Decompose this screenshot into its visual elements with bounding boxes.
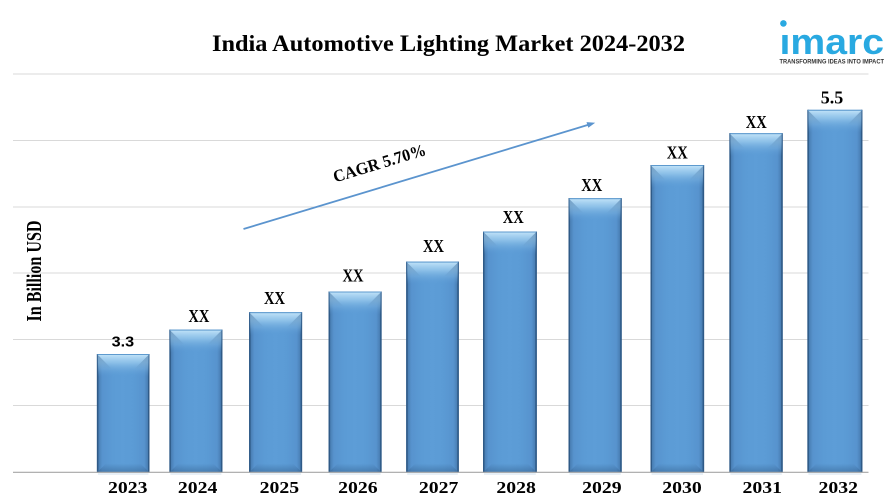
svg-text:TRANSFORMING IDEAS INTO IMPACT: TRANSFORMING IDEAS INTO IMPACT xyxy=(780,58,885,65)
svg-text:XX: XX xyxy=(667,142,688,162)
svg-text:XX: XX xyxy=(264,288,285,308)
svg-text:2030: 2030 xyxy=(662,478,702,496)
svg-text:2027: 2027 xyxy=(419,478,459,496)
svg-text:India Automotive Lighting Mark: India Automotive Lighting Market 2024-20… xyxy=(212,31,685,56)
svg-text:XX: XX xyxy=(503,207,524,227)
svg-text:In Billion USD: In Billion USD xyxy=(22,221,46,322)
svg-text:XX: XX xyxy=(581,175,602,195)
svg-text:XX: XX xyxy=(343,265,364,285)
svg-text:XX: XX xyxy=(423,236,444,256)
svg-text:5.5: 5.5 xyxy=(821,87,844,107)
svg-text:2026: 2026 xyxy=(338,478,378,496)
svg-text:CAGR 5.70%: CAGR 5.70% xyxy=(331,140,428,186)
svg-text:2028: 2028 xyxy=(496,478,536,496)
svg-text:2031: 2031 xyxy=(743,478,783,496)
svg-text:ımarc: ımarc xyxy=(780,21,885,62)
svg-text:2024: 2024 xyxy=(178,478,218,496)
svg-text:XX: XX xyxy=(188,306,209,326)
svg-text:2023: 2023 xyxy=(108,478,148,496)
svg-text:3.3: 3.3 xyxy=(112,334,135,351)
svg-text:2032: 2032 xyxy=(819,478,859,496)
svg-text:2025: 2025 xyxy=(260,478,300,496)
svg-text:XX: XX xyxy=(746,112,767,132)
svg-text:2029: 2029 xyxy=(582,478,622,496)
